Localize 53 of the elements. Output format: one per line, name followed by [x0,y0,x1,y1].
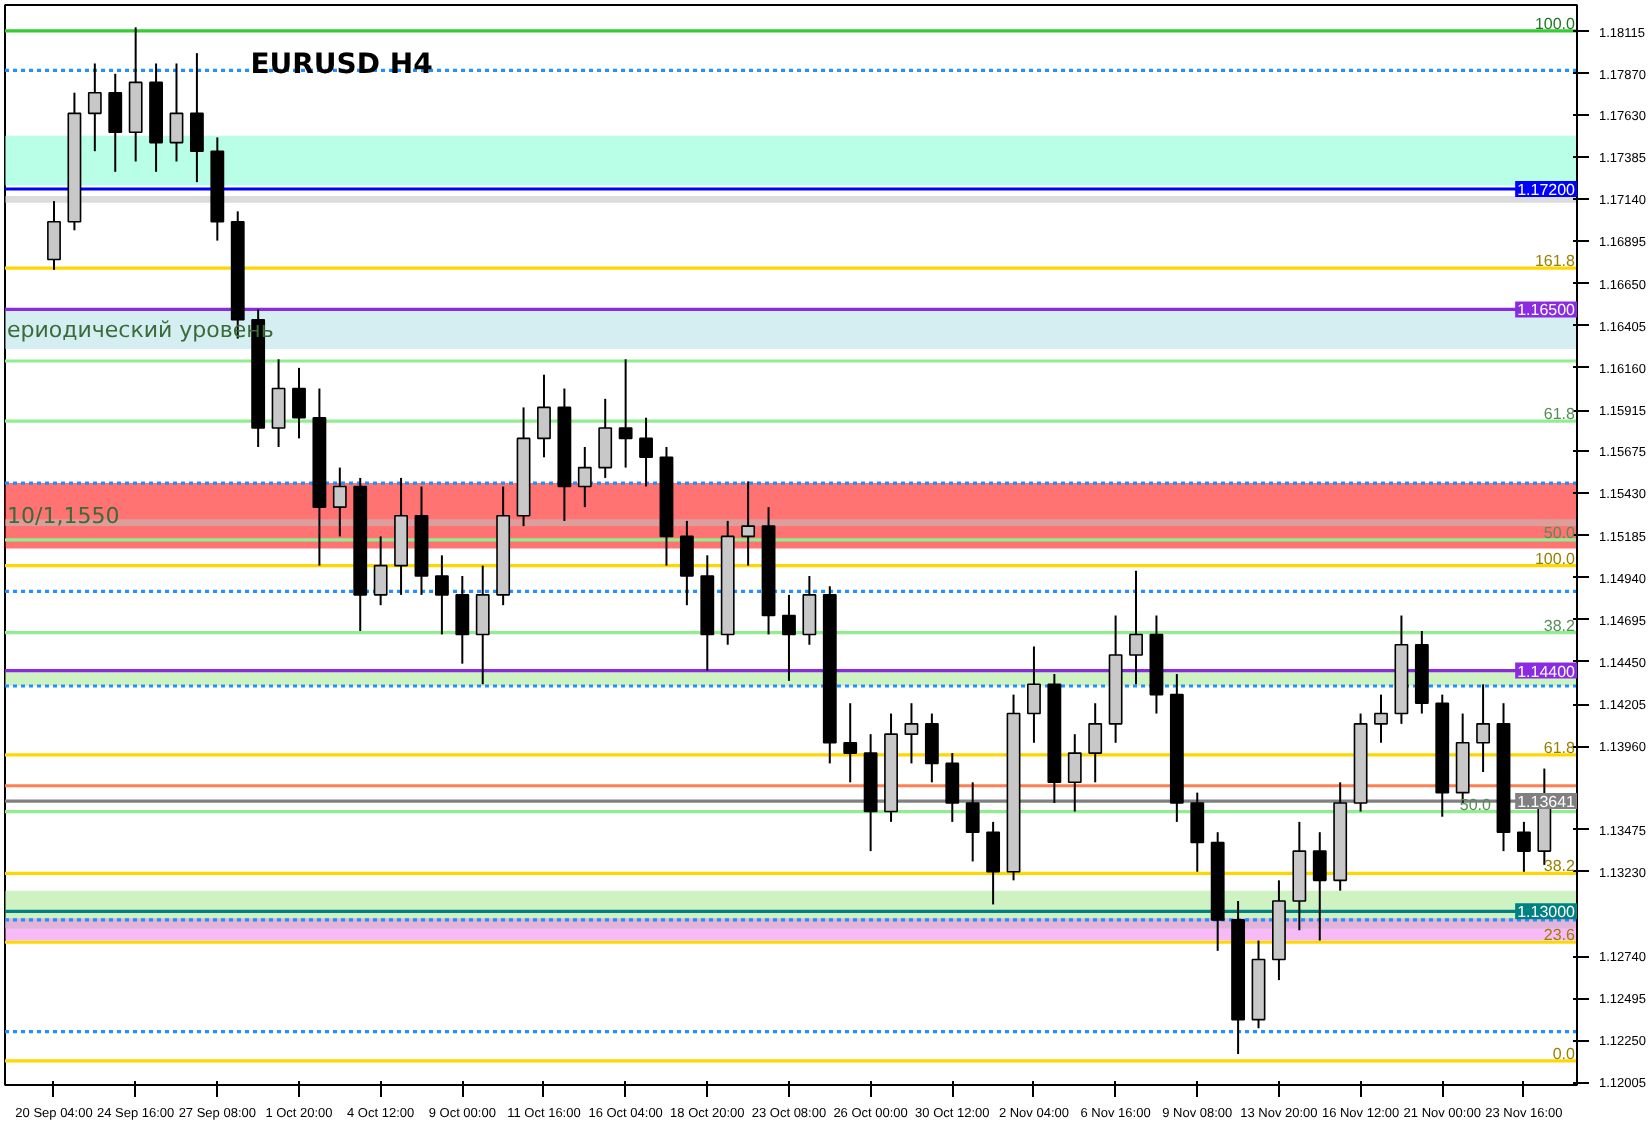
candlestick [434,554,449,636]
candlestick [1027,645,1041,744]
candlestick [108,72,123,173]
annotation: 100.0 [1534,14,1577,33]
candlestick [577,445,592,509]
candlestick [332,466,347,538]
candlestick [1374,693,1388,744]
annotation: 23.6 [1543,926,1577,945]
candlestick [945,752,960,823]
annotation: 38.2 [1543,616,1577,635]
annotation: 61.8 [1543,405,1577,424]
candlestick [679,519,694,607]
candlestick [741,480,756,567]
candlestick [843,702,858,784]
annotation: 0.0 [1552,1044,1577,1063]
candlestick [1067,733,1082,813]
candlestick [189,52,204,184]
candlestick [475,564,490,686]
candlestick [598,397,613,479]
candlestick [1516,820,1531,873]
candlestick [782,593,796,682]
ref-line-label: 1.17200 [1517,181,1577,200]
annotation: 50.0 [1543,523,1577,542]
candlestick [1088,702,1103,784]
candlestick [904,702,919,765]
annotation: 161.8 [1534,252,1577,271]
candlestick [618,358,633,469]
candlestick [1476,683,1491,774]
candlestick [965,781,980,863]
ref-line-label: 1.13641 [1517,793,1577,812]
ref-line-label: 1.13000 [1517,903,1577,922]
candlestick [169,62,184,163]
candlestick [1190,791,1205,873]
annotation: 38.2 [1543,857,1577,876]
candlestick [47,200,61,271]
ref-line-label: 1.16500 [1517,301,1577,320]
text: EURUSD H4 [250,49,434,81]
ref-line-label: 1.14400 [1517,662,1577,681]
candlestick [87,62,102,153]
candlestick [292,366,306,440]
candlestick [271,358,286,448]
candlestick [986,820,1001,906]
candlestick [1129,569,1143,686]
annotation: 61.8 [1543,738,1577,757]
band-label: 10/1,1550 [7,502,120,529]
annotation: 100.0 [1534,549,1577,568]
candlestick [1312,831,1327,942]
candlestick [537,373,551,459]
candlestick [639,416,653,488]
candlestick [373,535,388,607]
candlestick [802,574,817,646]
candlestick [924,712,939,784]
candlestick [455,574,470,665]
